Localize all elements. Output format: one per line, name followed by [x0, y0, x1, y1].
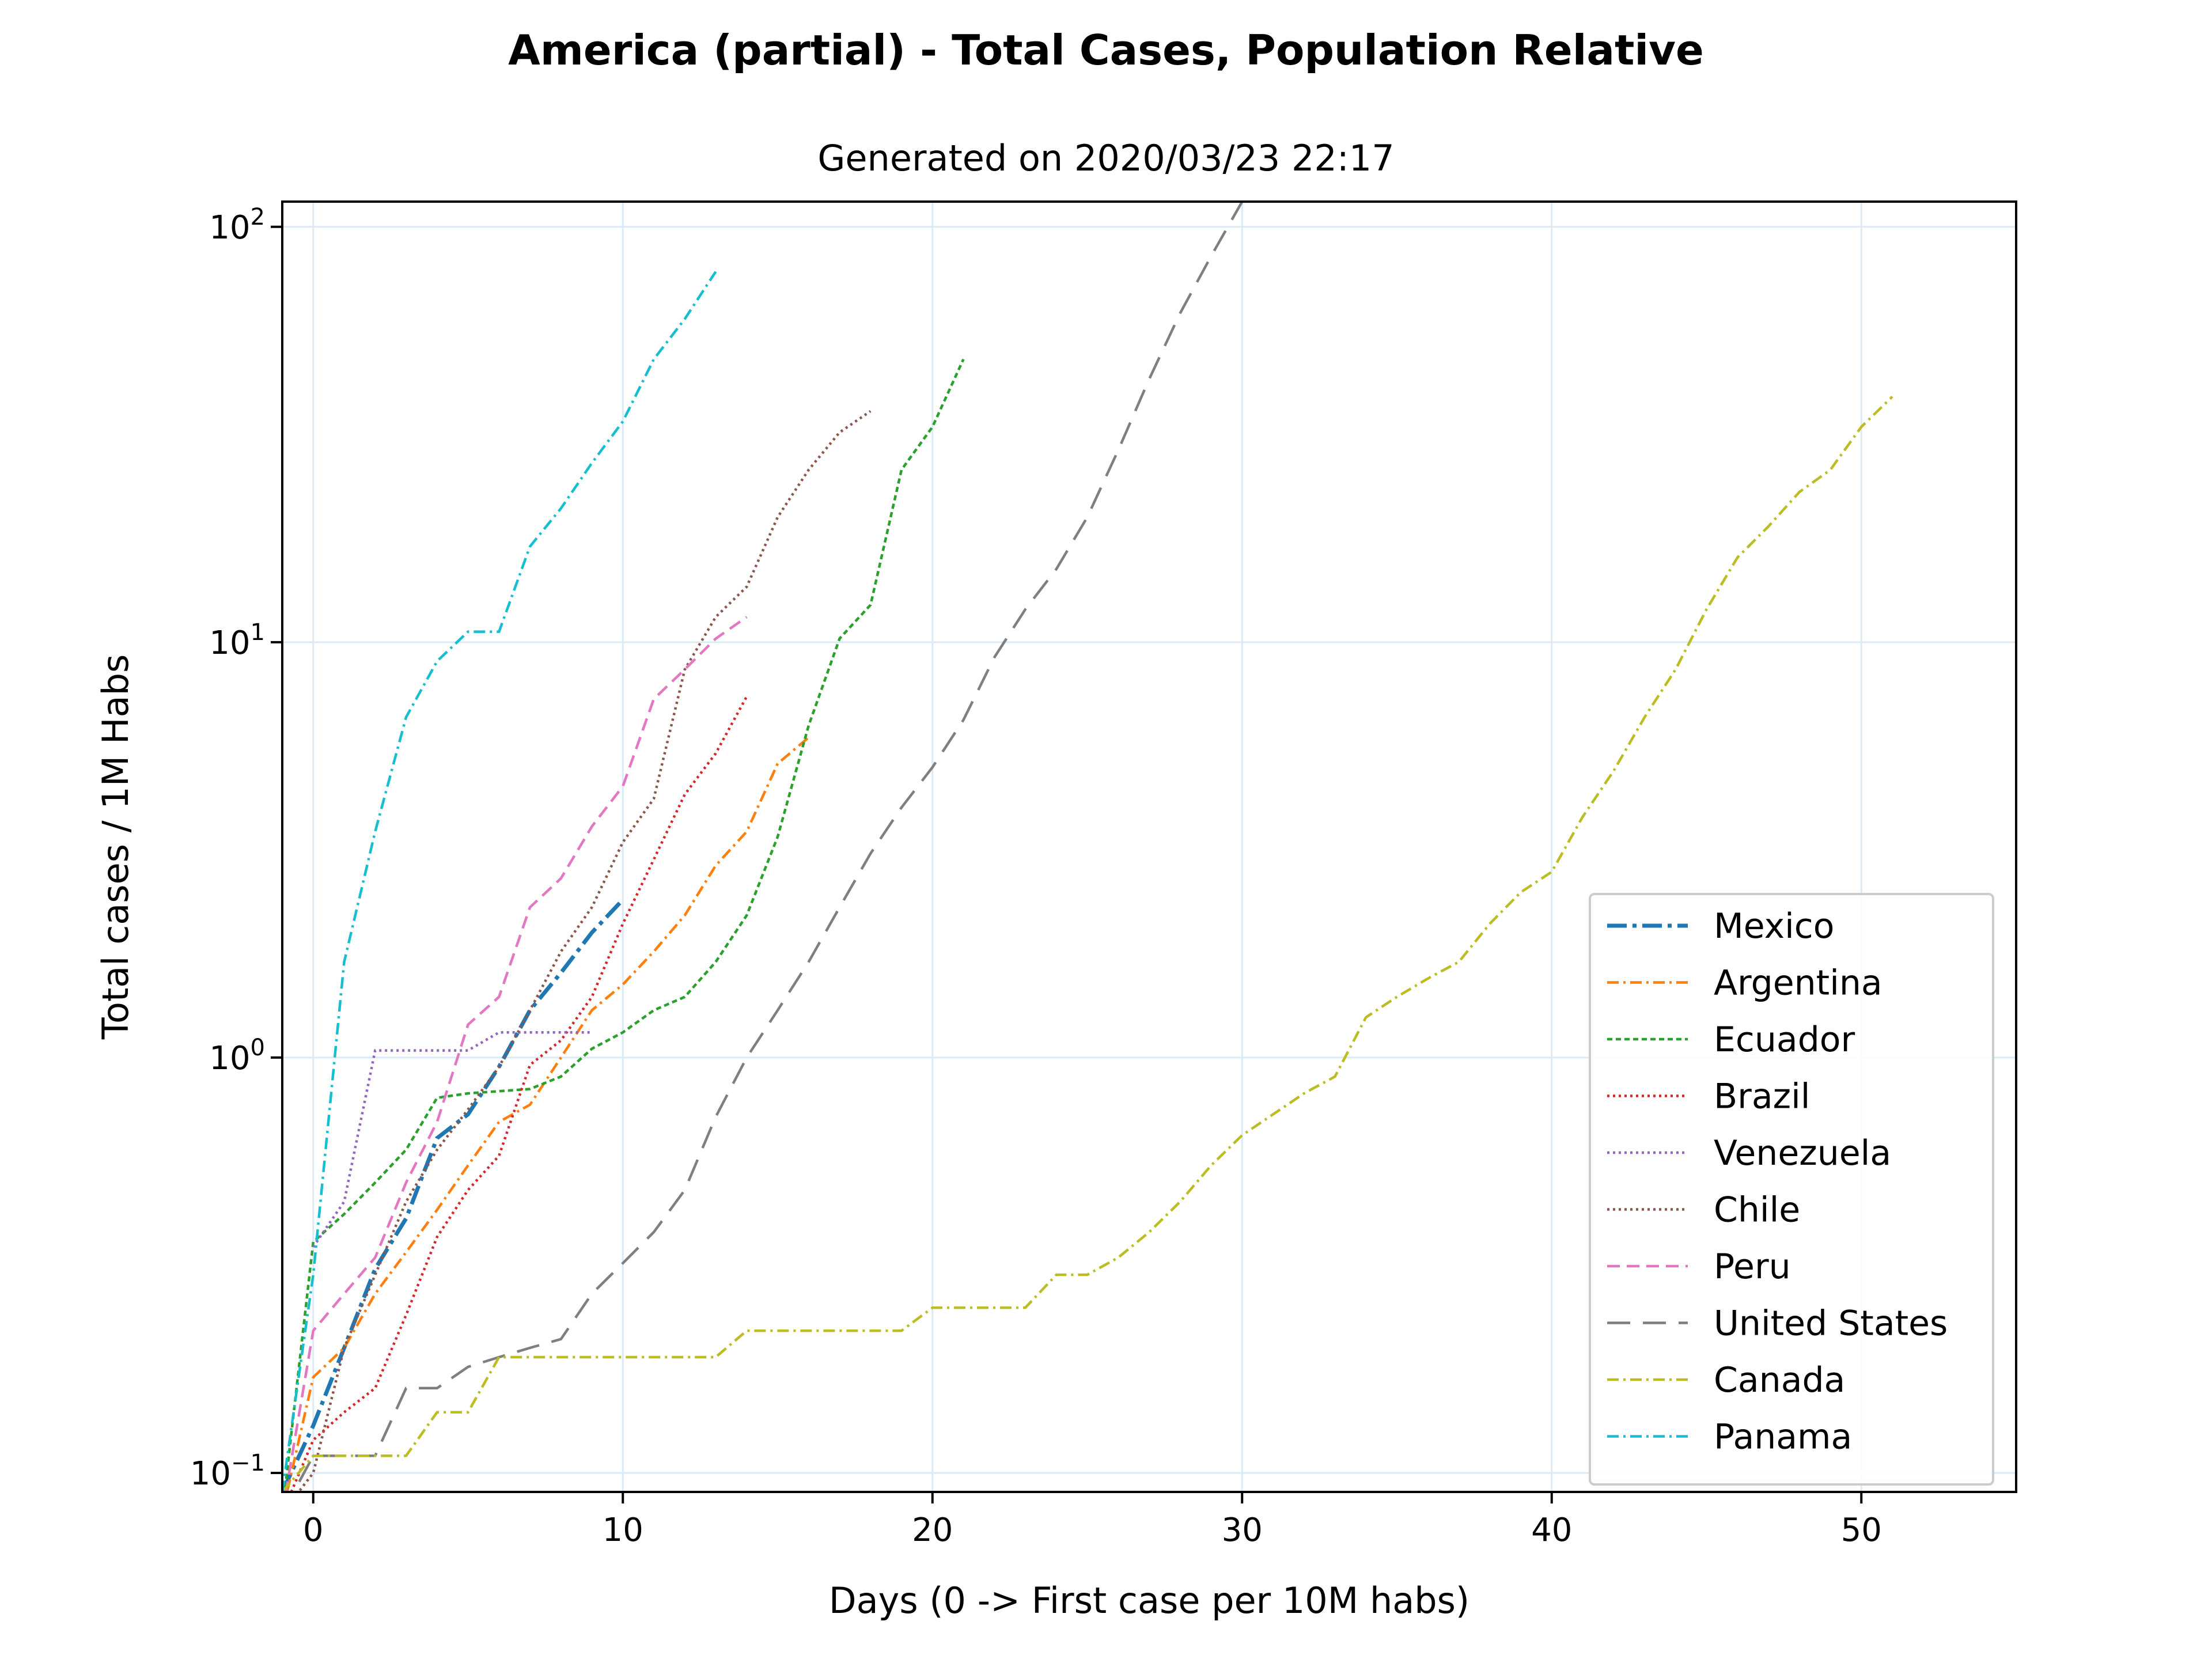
x-tick-label: 50 — [1841, 1512, 1882, 1549]
legend-label-united-states: United States — [1714, 1304, 1948, 1344]
x-tick-label: 0 — [303, 1512, 324, 1549]
axis-ticks: 0 10 20 30 40 50 10−1 100 101 102 — [190, 204, 1882, 1549]
y-tick-label: 101 — [209, 619, 265, 662]
series-line-brazil — [290, 696, 748, 1492]
legend-label-canada: Canada — [1714, 1360, 1845, 1400]
y-tick-label: 10−1 — [190, 1450, 265, 1493]
series-line-chile — [297, 410, 872, 1492]
legend-label-mexico: Mexico — [1714, 906, 1835, 946]
series-line-united-states — [292, 202, 1244, 1492]
x-tick-label: 10 — [603, 1512, 643, 1549]
series-line-ecuador — [283, 358, 965, 1492]
x-axis-label: Days (0 -> First case per 10M habs) — [829, 1580, 1469, 1622]
legend: Mexico Argentina Ecuador Brazil Venezuela Chi… — [1589, 893, 1994, 1486]
y-tick-label: 102 — [209, 204, 265, 247]
series-line-canada — [282, 395, 1893, 1492]
legend-label-brazil: Brazil — [1714, 1077, 1810, 1117]
series-line-peru — [284, 616, 748, 1492]
series-line-argentina — [286, 736, 810, 1492]
legend-label-peru: Peru — [1714, 1247, 1791, 1287]
series-lines — [282, 202, 1893, 1492]
x-tick-label: 40 — [1531, 1512, 1572, 1549]
legend-box — [1589, 893, 1994, 1486]
x-tick-label: 30 — [1222, 1512, 1263, 1549]
series-line-mexico — [282, 898, 624, 1492]
legend-label-panama: Panama — [1714, 1417, 1852, 1457]
axes-frame — [281, 200, 2017, 1493]
legend-label-ecuador: Ecuador — [1714, 1020, 1855, 1060]
series-line-venezuela — [312, 1031, 592, 1248]
chart-title: America (partial) - Total Cases, Populat… — [508, 26, 1704, 74]
series-line-panama — [282, 271, 717, 1492]
y-axis-label: Total cases / 1M Habs — [94, 654, 137, 1040]
legend-label-argentina: Argentina — [1714, 963, 1883, 1003]
x-tick-label: 20 — [912, 1512, 953, 1549]
legend-label-venezuela: Venezuela — [1714, 1133, 1891, 1173]
legend-label-chile: Chile — [1714, 1190, 1800, 1230]
y-tick-label: 100 — [209, 1035, 265, 1077]
chart-subtitle: Generated on 2020/03/23 22:17 — [817, 137, 1395, 179]
